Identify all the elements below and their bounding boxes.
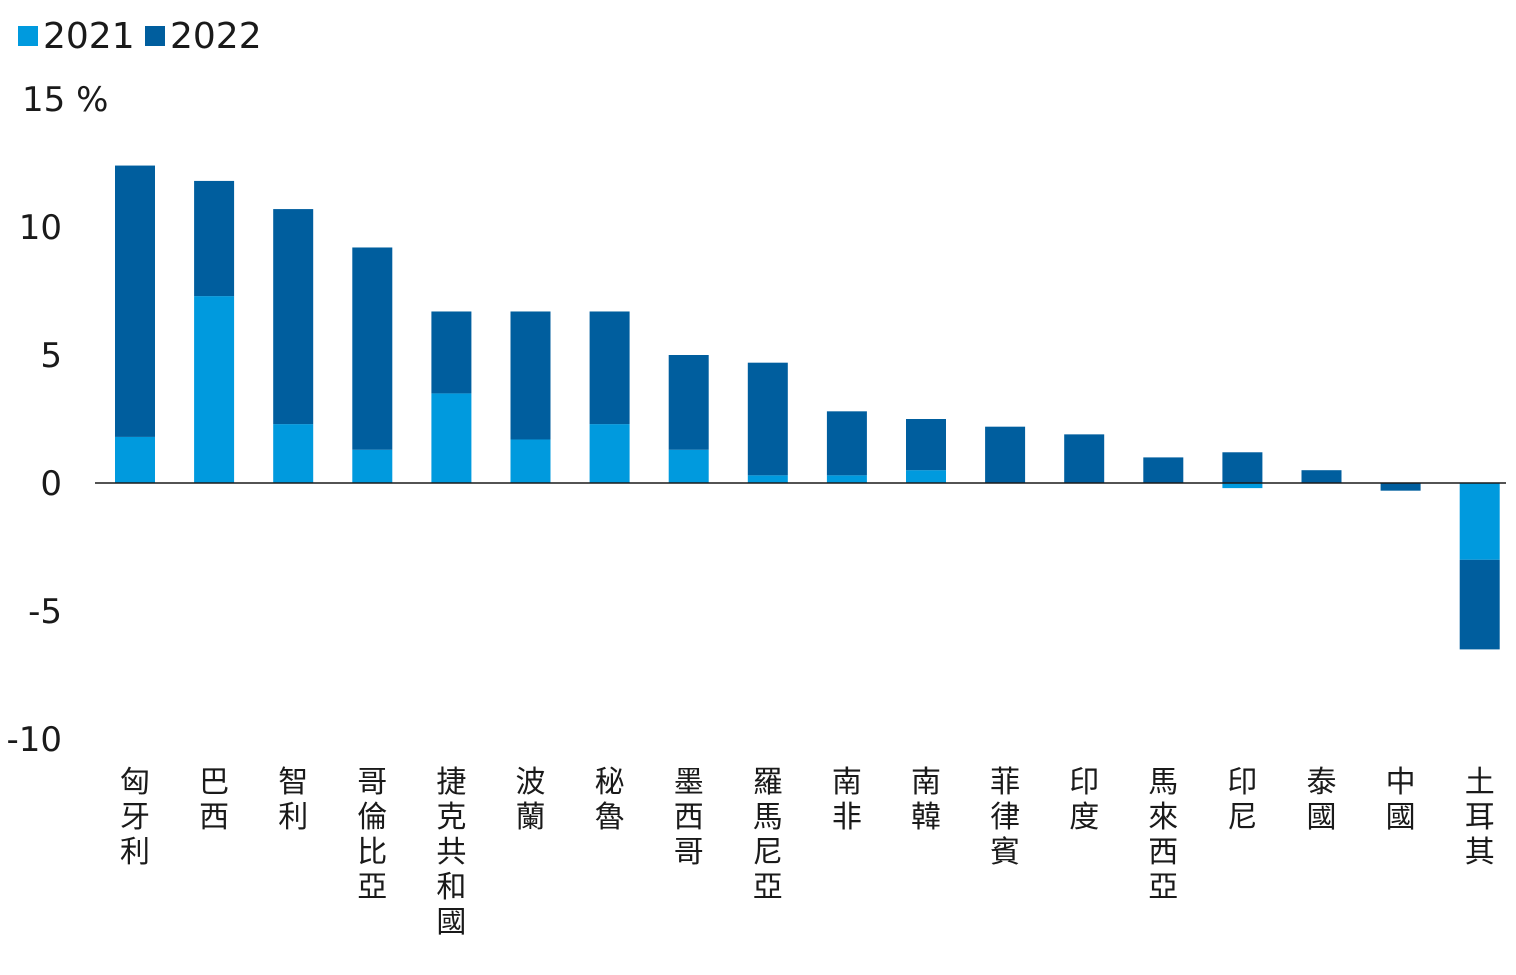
bar-2022-16 bbox=[1380, 483, 1421, 491]
bar-2021-2 bbox=[273, 424, 314, 483]
x-tick-label: 智利 bbox=[278, 765, 308, 835]
bar-2022-11 bbox=[985, 426, 1026, 483]
x-tick-label: 印度 bbox=[1069, 765, 1099, 835]
bar-2021-6 bbox=[589, 424, 630, 483]
x-tick-label: 土耳其 bbox=[1465, 765, 1495, 870]
bar-2021-14 bbox=[1222, 483, 1263, 489]
x-tick-label: 南韓 bbox=[911, 765, 941, 835]
bar-2021-4 bbox=[431, 393, 472, 483]
bar-2022-9 bbox=[826, 411, 867, 476]
x-tick-label: 泰國 bbox=[1307, 765, 1337, 835]
bar-2022-1 bbox=[194, 180, 235, 297]
legend-swatch-2021 bbox=[18, 26, 38, 46]
bar-2022-14 bbox=[1222, 452, 1263, 483]
bar-2022-10 bbox=[906, 419, 946, 471]
bar-2021-10 bbox=[906, 470, 946, 483]
bar-2022-7 bbox=[668, 355, 709, 450]
x-tick-label: 捷克共和國 bbox=[436, 765, 466, 940]
bar-2022-8 bbox=[747, 362, 788, 476]
bars bbox=[115, 165, 1500, 650]
x-tick-label: 中國 bbox=[1386, 765, 1416, 835]
bar-2022-6 bbox=[589, 311, 630, 425]
bar-2022-3 bbox=[352, 247, 393, 450]
x-tick-label: 巴西 bbox=[199, 765, 229, 835]
x-tick-label: 印尼 bbox=[1227, 765, 1257, 835]
x-tick-label: 羅馬尼亞 bbox=[753, 765, 783, 905]
x-tick-label: 秘魯 bbox=[595, 765, 625, 835]
bar-2021-5 bbox=[510, 439, 551, 483]
y-axis: 15 % 10 5 0 -5 -10 bbox=[6, 80, 108, 760]
legend-label-2021: 2021 bbox=[43, 16, 135, 57]
y-tick-label: -5 bbox=[28, 592, 62, 632]
bar-2021-8 bbox=[747, 475, 788, 483]
x-tick-label: 菲律賓 bbox=[990, 765, 1020, 870]
x-tick-label: 馬來西亞 bbox=[1148, 765, 1178, 905]
x-tick-label: 南非 bbox=[832, 765, 862, 835]
bar-2021-17 bbox=[1459, 483, 1500, 560]
x-tick-label: 哥倫比亞 bbox=[357, 765, 387, 905]
bar-2021-9 bbox=[826, 475, 867, 483]
bar-2021-7 bbox=[668, 449, 709, 483]
bar-2022-15 bbox=[1301, 470, 1342, 483]
bar-2022-0 bbox=[115, 165, 155, 437]
y-tick-label: -10 bbox=[6, 720, 62, 760]
bar-2021-1 bbox=[194, 296, 235, 483]
bar-2022-12 bbox=[1064, 434, 1105, 483]
bar-2021-3 bbox=[352, 449, 393, 483]
legend-swatch-2022 bbox=[145, 26, 165, 46]
bar-2022-5 bbox=[510, 311, 551, 440]
bar-2022-13 bbox=[1143, 457, 1184, 483]
y-tick-label: 15 % bbox=[22, 80, 108, 120]
y-tick-label: 10 bbox=[19, 208, 62, 248]
bar-2022-2 bbox=[273, 209, 314, 425]
x-tick-label: 波蘭 bbox=[516, 765, 546, 835]
legend: 2021 2022 bbox=[18, 16, 262, 57]
bar-2021-0 bbox=[115, 436, 155, 483]
bar-2022-4 bbox=[431, 311, 472, 394]
x-tick-label: 匈牙利 bbox=[120, 765, 150, 870]
bar-2022-17 bbox=[1459, 559, 1500, 650]
legend-label-2022: 2022 bbox=[170, 16, 262, 57]
y-tick-label: 5 bbox=[40, 336, 62, 376]
x-tick-label: 墨西哥 bbox=[674, 765, 704, 870]
y-tick-label: 0 bbox=[40, 464, 62, 504]
